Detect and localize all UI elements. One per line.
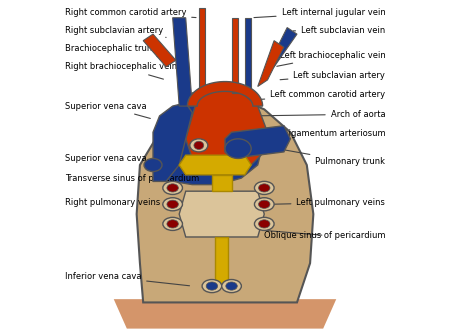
Polygon shape [179,191,264,237]
Polygon shape [137,100,313,302]
Polygon shape [143,34,176,67]
Ellipse shape [194,141,204,149]
Ellipse shape [163,217,182,230]
Text: Left subclavian vein: Left subclavian vein [293,26,385,35]
Text: Left internal jugular vein: Left internal jugular vein [254,8,385,17]
Ellipse shape [167,184,178,192]
Polygon shape [153,103,192,182]
Ellipse shape [225,139,251,158]
Ellipse shape [167,200,178,208]
Text: Right common carotid artery: Right common carotid artery [65,8,196,17]
Polygon shape [186,86,268,172]
Ellipse shape [202,280,222,293]
Text: Transverse sinus of pericardium: Transverse sinus of pericardium [65,166,199,182]
Ellipse shape [222,280,241,293]
Text: Superior vena cava: Superior vena cava [65,102,150,118]
Text: Brachiocephalic trunk: Brachiocephalic trunk [65,44,176,60]
Polygon shape [114,299,336,329]
Text: Left brachiocephalic vein: Left brachiocephalic vein [277,51,385,66]
Text: Right subclavian artery: Right subclavian artery [65,26,166,37]
Polygon shape [258,41,284,86]
Text: Left pulmonary veins: Left pulmonary veins [274,198,385,207]
Text: Inferior vena cava: Inferior vena cava [65,272,189,286]
Text: Pulmonary trunk: Pulmonary trunk [280,149,385,166]
Text: Left subclavian artery: Left subclavian artery [280,71,385,80]
Text: Left common carotid artery: Left common carotid artery [261,90,385,99]
Ellipse shape [254,182,274,194]
Text: Ligamentum arteriosum: Ligamentum arteriosum [254,129,385,138]
Polygon shape [264,28,297,73]
Text: Right pulmonary veins: Right pulmonary veins [65,198,163,207]
Ellipse shape [259,220,270,228]
Ellipse shape [254,217,274,230]
Polygon shape [179,155,251,175]
Polygon shape [225,126,290,158]
Ellipse shape [259,184,270,192]
Polygon shape [173,18,192,106]
Ellipse shape [190,139,208,152]
Ellipse shape [167,220,178,228]
Polygon shape [187,82,263,106]
Text: Arch of aorta: Arch of aorta [254,110,385,119]
Text: Superior vena cava: Superior vena cava [65,154,153,165]
Ellipse shape [254,198,274,211]
Polygon shape [212,175,232,191]
Ellipse shape [163,198,182,211]
Polygon shape [245,18,251,93]
Polygon shape [232,18,238,93]
Ellipse shape [259,200,270,208]
Text: Oblique sinus of pericardium: Oblique sinus of pericardium [264,231,385,240]
Polygon shape [199,8,205,93]
Text: Right brachiocephalic vein: Right brachiocephalic vein [65,62,177,79]
Polygon shape [153,86,264,184]
Ellipse shape [144,158,162,172]
Polygon shape [215,237,228,283]
Ellipse shape [163,182,182,194]
Ellipse shape [226,282,237,290]
Ellipse shape [206,282,218,290]
